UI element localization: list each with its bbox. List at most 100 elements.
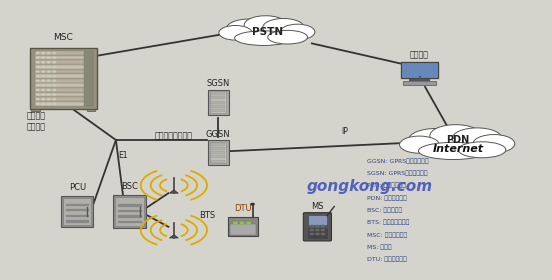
Ellipse shape <box>42 80 45 81</box>
Ellipse shape <box>36 66 39 67</box>
FancyBboxPatch shape <box>36 65 91 69</box>
FancyBboxPatch shape <box>118 204 142 207</box>
Ellipse shape <box>42 99 45 100</box>
Ellipse shape <box>47 62 50 63</box>
FancyBboxPatch shape <box>230 224 256 235</box>
Ellipse shape <box>42 85 45 86</box>
Ellipse shape <box>473 135 515 153</box>
FancyBboxPatch shape <box>211 143 225 146</box>
Ellipse shape <box>36 89 39 90</box>
FancyBboxPatch shape <box>61 196 93 227</box>
Text: DTU: 数据终端单元: DTU: 数据终端单元 <box>367 257 407 262</box>
FancyBboxPatch shape <box>227 217 258 236</box>
Text: MS: MS <box>311 202 323 211</box>
FancyBboxPatch shape <box>113 195 146 227</box>
FancyBboxPatch shape <box>30 48 97 109</box>
Ellipse shape <box>53 76 56 77</box>
Ellipse shape <box>53 89 56 90</box>
Ellipse shape <box>53 103 56 104</box>
Ellipse shape <box>36 94 39 95</box>
Ellipse shape <box>47 94 50 95</box>
Ellipse shape <box>36 80 39 81</box>
FancyBboxPatch shape <box>208 90 229 115</box>
Ellipse shape <box>452 128 502 149</box>
Ellipse shape <box>310 229 314 231</box>
Text: IP: IP <box>342 127 348 136</box>
FancyBboxPatch shape <box>36 74 91 78</box>
Ellipse shape <box>408 129 463 151</box>
Text: Internet: Internet <box>433 144 484 154</box>
Text: PCU: 分组控制单元: PCU: 分组控制单元 <box>367 183 406 188</box>
Ellipse shape <box>219 25 252 40</box>
Text: MS: 移动站: MS: 移动站 <box>367 244 392 250</box>
FancyBboxPatch shape <box>36 83 91 87</box>
Ellipse shape <box>400 136 439 153</box>
Text: 分组交换业务通道: 分组交换业务通道 <box>155 131 193 140</box>
Text: 固定主机: 固定主机 <box>410 50 429 59</box>
Text: GGSN: GPRS支持节点网关: GGSN: GPRS支持节点网关 <box>367 158 429 164</box>
FancyBboxPatch shape <box>401 62 438 78</box>
Polygon shape <box>169 190 178 193</box>
Ellipse shape <box>53 66 56 67</box>
Ellipse shape <box>310 225 314 227</box>
FancyBboxPatch shape <box>211 105 225 108</box>
Ellipse shape <box>310 233 314 235</box>
FancyBboxPatch shape <box>211 109 225 112</box>
Ellipse shape <box>321 233 325 235</box>
Text: GGSN: GGSN <box>206 130 230 139</box>
Ellipse shape <box>53 85 56 86</box>
Ellipse shape <box>263 18 304 36</box>
Ellipse shape <box>42 52 45 53</box>
Ellipse shape <box>36 57 39 58</box>
FancyBboxPatch shape <box>211 96 225 99</box>
FancyBboxPatch shape <box>36 97 91 101</box>
Ellipse shape <box>36 62 39 63</box>
FancyBboxPatch shape <box>118 221 142 223</box>
Ellipse shape <box>47 52 50 53</box>
Ellipse shape <box>53 52 56 53</box>
Ellipse shape <box>413 136 503 155</box>
Ellipse shape <box>53 57 56 58</box>
Ellipse shape <box>42 94 45 95</box>
Ellipse shape <box>42 89 45 90</box>
Ellipse shape <box>53 94 56 95</box>
FancyBboxPatch shape <box>66 220 89 223</box>
FancyBboxPatch shape <box>118 216 142 218</box>
Ellipse shape <box>42 76 45 77</box>
Polygon shape <box>169 235 178 238</box>
Ellipse shape <box>244 16 287 34</box>
Ellipse shape <box>36 85 39 86</box>
FancyBboxPatch shape <box>211 147 225 150</box>
FancyBboxPatch shape <box>63 198 91 225</box>
Text: E1: E1 <box>119 151 128 160</box>
FancyBboxPatch shape <box>308 228 327 238</box>
Ellipse shape <box>42 57 45 58</box>
Ellipse shape <box>47 66 50 67</box>
FancyBboxPatch shape <box>36 60 91 64</box>
Ellipse shape <box>42 103 45 104</box>
Ellipse shape <box>47 99 50 100</box>
FancyBboxPatch shape <box>403 81 436 85</box>
FancyBboxPatch shape <box>211 101 225 104</box>
Text: PSTN: PSTN <box>252 27 283 37</box>
Ellipse shape <box>231 25 305 42</box>
Ellipse shape <box>47 76 50 77</box>
FancyBboxPatch shape <box>211 92 225 95</box>
FancyBboxPatch shape <box>36 88 91 92</box>
Ellipse shape <box>42 66 45 67</box>
FancyBboxPatch shape <box>304 213 331 241</box>
Ellipse shape <box>36 103 39 104</box>
Ellipse shape <box>247 222 250 224</box>
Ellipse shape <box>226 19 272 38</box>
FancyBboxPatch shape <box>84 51 93 106</box>
Ellipse shape <box>316 229 319 231</box>
FancyBboxPatch shape <box>66 215 89 217</box>
FancyBboxPatch shape <box>211 160 225 163</box>
Ellipse shape <box>36 76 39 77</box>
Ellipse shape <box>47 103 50 104</box>
Ellipse shape <box>53 62 56 63</box>
Ellipse shape <box>316 233 319 235</box>
FancyBboxPatch shape <box>208 140 229 165</box>
Ellipse shape <box>233 222 237 224</box>
Ellipse shape <box>321 229 325 231</box>
